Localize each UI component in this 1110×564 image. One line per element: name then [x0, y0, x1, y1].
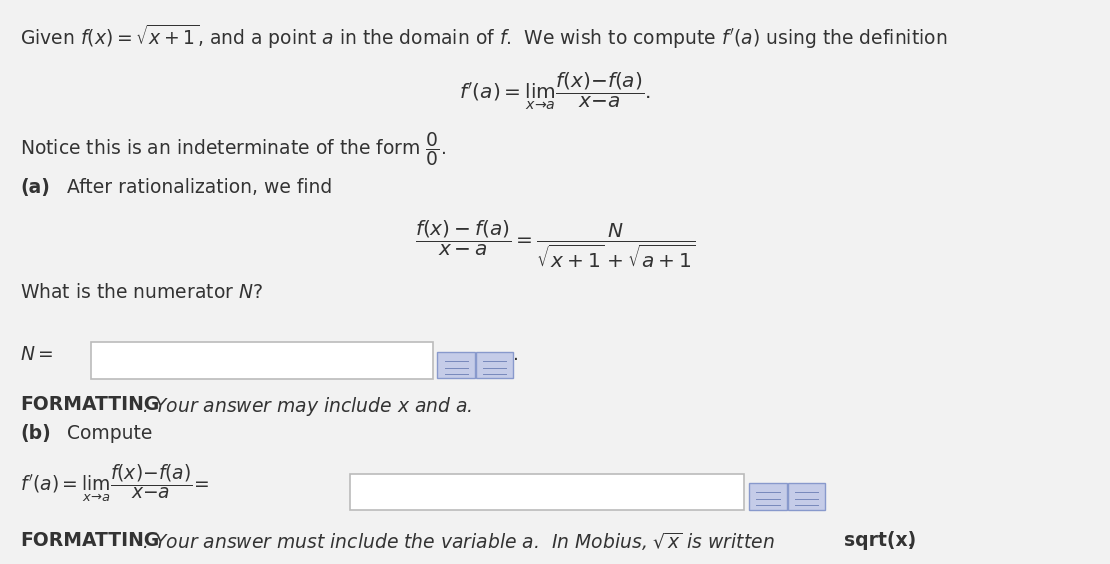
Text: (a): (a): [20, 178, 50, 197]
FancyBboxPatch shape: [350, 474, 744, 510]
FancyBboxPatch shape: [475, 352, 513, 378]
Text: Compute: Compute: [67, 424, 152, 443]
Text: FORMATTING: FORMATTING: [20, 395, 159, 414]
Text: .: .: [908, 531, 914, 550]
Text: FORMATTING: FORMATTING: [20, 531, 159, 550]
Text: $f'(a) = \lim_{x \to a} \dfrac{f(x) - f(a)}{x - a} = $: $f'(a) = \lim_{x \to a} \dfrac{f(x) - f(…: [20, 462, 209, 504]
FancyBboxPatch shape: [749, 483, 787, 510]
Text: (b): (b): [20, 424, 51, 443]
Text: After rationalization, we find: After rationalization, we find: [67, 178, 332, 197]
Text: $\dfrac{f(x) - f(a)}{x - a} = \dfrac{N}{\sqrt{x+1} + \sqrt{a+1}}$: $\dfrac{f(x) - f(a)}{x - a} = \dfrac{N}{…: [415, 219, 695, 270]
FancyBboxPatch shape: [437, 352, 475, 378]
Text: : Your answer must include the variable $a$.  In Mobius, $\sqrt{x}$ is written: : Your answer must include the variable …: [142, 531, 776, 553]
FancyBboxPatch shape: [788, 483, 826, 510]
Text: : Your answer may include $x$ and $a$.: : Your answer may include $x$ and $a$.: [142, 395, 473, 418]
Text: $f'(a) = \lim_{x \to a} \dfrac{f(x) - f(a)}{x - a}.$: $f'(a) = \lim_{x \to a} \dfrac{f(x) - f(…: [460, 70, 650, 112]
Text: sqrt(x): sqrt(x): [844, 531, 916, 550]
Text: .: .: [794, 477, 799, 496]
Text: $N = $: $N = $: [20, 345, 53, 364]
FancyBboxPatch shape: [91, 342, 433, 379]
Text: What is the numerator $N$?: What is the numerator $N$?: [20, 283, 263, 302]
Text: .: .: [513, 345, 518, 364]
Text: Notice this is an indeterminate of the form $\dfrac{0}{0}$.: Notice this is an indeterminate of the f…: [20, 130, 446, 168]
Text: Given $f(x) = \sqrt{x+1}$, and a point $a$ in the domain of $f$.  We wish to com: Given $f(x) = \sqrt{x+1}$, and a point $…: [20, 23, 948, 51]
